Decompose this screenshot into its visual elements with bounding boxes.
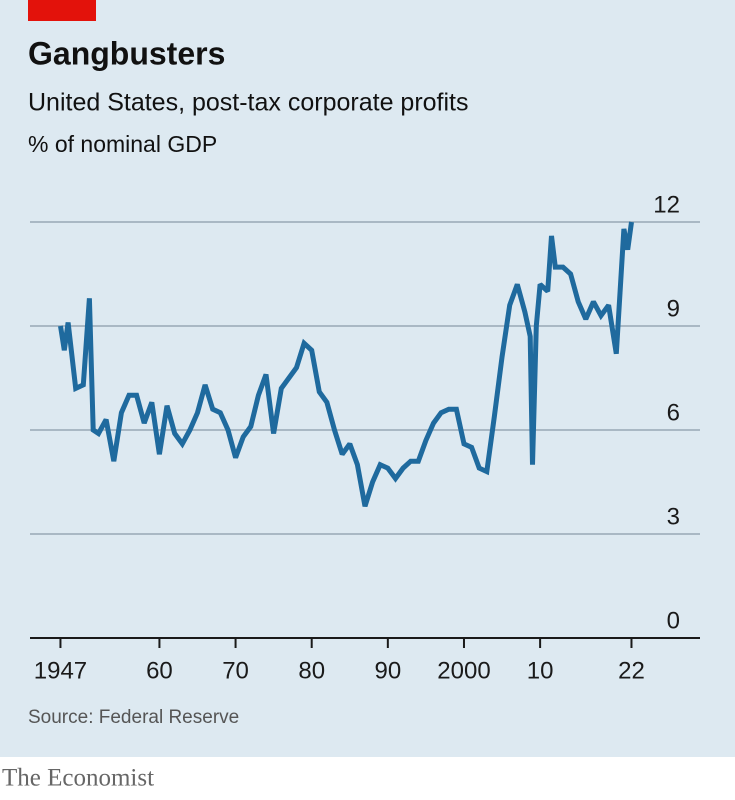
x-tick-label: 60 (146, 657, 173, 684)
brand: The Economist (2, 765, 154, 792)
x-tick-label: 2000 (437, 657, 490, 684)
chart-subtitle: United States, post-tax corporate profit… (28, 89, 469, 117)
data-line (58, 221, 634, 508)
y-tick-label: 6 (667, 399, 680, 426)
x-tick-label: 1947 (34, 657, 87, 684)
x-tick-label: 10 (527, 657, 554, 684)
source: Source: Federal Reserve (28, 707, 239, 728)
y-tick-label: 0 (667, 607, 680, 634)
x-tick-label: 80 (298, 657, 325, 684)
background (0, 0, 735, 757)
y-label: % of nominal GDP (28, 131, 217, 157)
chart-title: Gangbusters (28, 35, 225, 71)
x-tick-label: 90 (374, 657, 401, 684)
y-tick-label: 12 (653, 191, 680, 218)
x-tick-label: 22 (618, 657, 645, 684)
x-tick-label: 70 (222, 657, 249, 684)
y-tick-label: 9 (667, 295, 680, 322)
red-tab (28, 0, 96, 21)
y-tick-label: 3 (667, 503, 680, 530)
